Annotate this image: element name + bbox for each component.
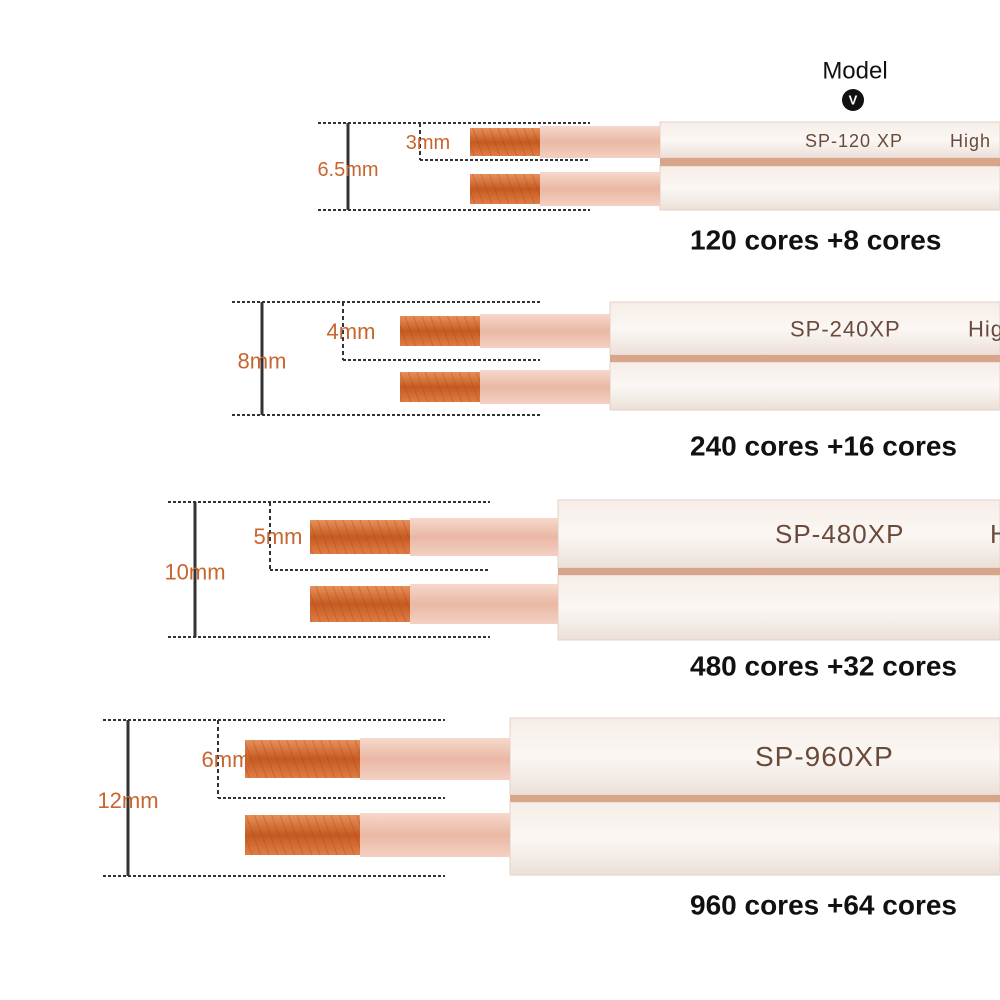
model-name: SP-960XP: [755, 741, 894, 772]
core-count: 480 cores +32 cores: [690, 650, 957, 681]
jacket-gap: [610, 355, 1000, 362]
copper-texture: [245, 740, 360, 778]
cable-jacket: [609, 361, 1000, 411]
clear-insulation: [480, 314, 610, 348]
marker-badge: [842, 89, 864, 111]
jacket-gap: [510, 795, 1000, 802]
cable-jacket: [659, 121, 1000, 159]
high-text: High: [950, 131, 991, 151]
clear-insulation: [480, 370, 610, 404]
outer-size: 10mm: [164, 559, 225, 584]
model-name: SP-240XP: [790, 316, 901, 341]
cable-jacket: [509, 801, 1000, 876]
outer-size: 12mm: [97, 788, 158, 813]
clear-insulation: [410, 518, 558, 556]
jacket-gap: [558, 568, 1000, 575]
inner-size: 3mm: [406, 132, 450, 154]
core-count: 120 cores +8 cores: [690, 224, 941, 255]
copper-texture: [400, 316, 480, 346]
outer-size: 8mm: [238, 348, 287, 373]
cable-jacket: [659, 165, 1000, 211]
inner-size: 5mm: [254, 524, 303, 549]
model-name: SP-480XP: [775, 519, 904, 549]
clear-insulation: [540, 126, 660, 158]
clear-insulation: [410, 584, 558, 624]
copper-texture: [400, 372, 480, 402]
clear-insulation: [360, 738, 510, 780]
jacket-gap: [660, 158, 1000, 166]
model-name: SP-120 XP: [805, 131, 903, 151]
cable-jacket: [557, 499, 1000, 569]
cable-jacket: [557, 574, 1000, 641]
marker-letter: V: [849, 92, 858, 107]
high-text: H: [990, 519, 1000, 549]
outer-size: 6.5mm: [317, 159, 378, 181]
copper-texture: [245, 815, 360, 855]
inner-size: 4mm: [327, 319, 376, 344]
cable-jacket: [509, 717, 1000, 796]
clear-insulation: [540, 172, 660, 206]
copper-texture: [310, 586, 410, 622]
clear-insulation: [360, 813, 510, 857]
core-count: 240 cores +16 cores: [690, 430, 957, 461]
inner-size: 6mm: [202, 747, 251, 772]
core-count: 960 cores +64 cores: [690, 889, 957, 920]
copper-texture: [470, 128, 540, 156]
high-text: Hig: [968, 316, 1000, 341]
copper-texture: [310, 520, 410, 554]
model-label: Model: [822, 57, 887, 84]
copper-texture: [470, 174, 540, 204]
